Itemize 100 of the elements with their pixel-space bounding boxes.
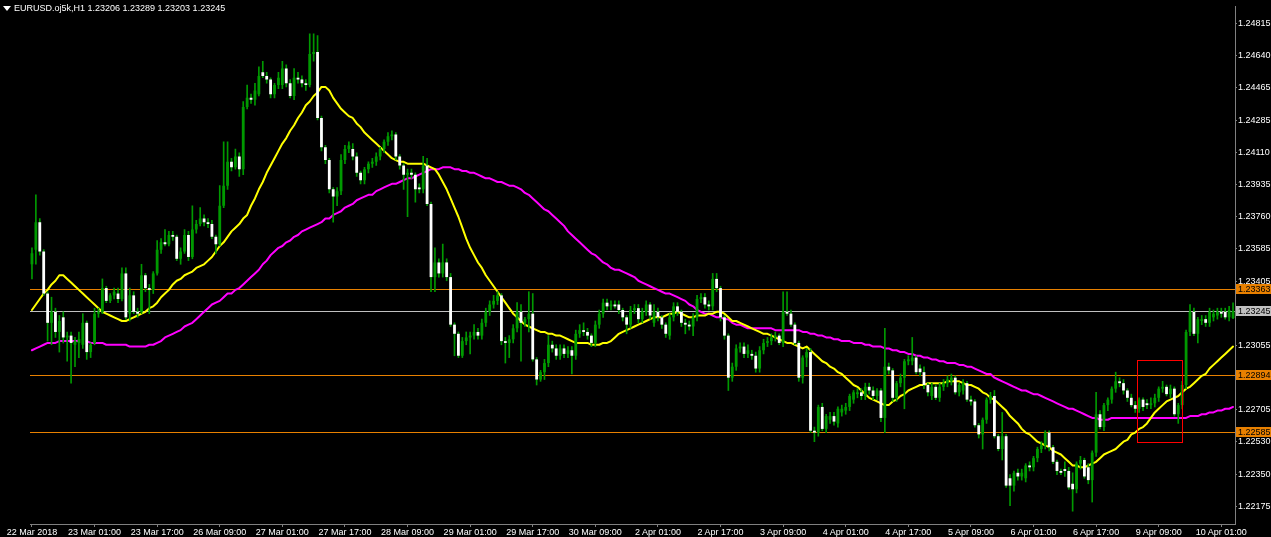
candlestick bbox=[496, 291, 499, 305]
candlestick bbox=[543, 359, 546, 380]
x-tick-label: 27 Mar 17:00 bbox=[318, 526, 372, 537]
candlestick bbox=[938, 382, 942, 402]
candlestick bbox=[363, 167, 366, 185]
x-tick-label: 28 Mar 09:00 bbox=[381, 526, 435, 537]
y-tick-label: 1.23055 bbox=[1238, 340, 1271, 351]
candlestick bbox=[1075, 461, 1078, 494]
candlestick bbox=[273, 82, 276, 99]
x-tick-label: 26 Mar 09:00 bbox=[193, 526, 247, 537]
candlestick bbox=[546, 335, 550, 368]
candlestick bbox=[500, 293, 503, 346]
candlestick bbox=[1169, 384, 1172, 399]
candlestick bbox=[989, 391, 992, 404]
ref-line-label: 1.23363 bbox=[1238, 283, 1271, 294]
y-tick-label: 1.24110 bbox=[1238, 147, 1270, 158]
x-tick-label: 9 Apr 09:00 bbox=[1135, 526, 1182, 537]
candlestick bbox=[903, 359, 906, 410]
candlestick bbox=[1079, 456, 1082, 470]
candlestick bbox=[586, 327, 589, 340]
chart-title: EURUSD.oj5k,H1 1.23206 1.23289 1.23203 1.23245 bbox=[14, 2, 226, 14]
x-tick-label: 22 Mar 2018 bbox=[6, 526, 58, 537]
candlestick bbox=[1208, 307, 1211, 327]
x-tick-label: 29 Mar 17:00 bbox=[506, 526, 560, 537]
y-tick-label: 1.23585 bbox=[1238, 243, 1271, 254]
candlestick bbox=[226, 141, 229, 190]
candlestick bbox=[527, 291, 531, 333]
candlestick bbox=[629, 306, 632, 329]
candlestick bbox=[367, 161, 370, 174]
candlestick bbox=[719, 285, 722, 322]
y-tick-label: 1.24465 bbox=[1238, 82, 1271, 93]
candlestick bbox=[97, 307, 100, 318]
candlestick bbox=[320, 115, 323, 152]
y-tick-label: 1.22530 bbox=[1238, 436, 1271, 447]
candlestick bbox=[1036, 446, 1039, 463]
x-tick-label: 4 Apr 17:00 bbox=[885, 526, 932, 537]
x-tick-label: 2 Apr 01:00 bbox=[634, 526, 681, 537]
x-tick-label: 23 Mar 01:00 bbox=[68, 526, 122, 537]
candlestick bbox=[633, 304, 636, 314]
candlestick bbox=[985, 397, 988, 424]
candlestick bbox=[809, 348, 812, 433]
candlestick bbox=[539, 370, 542, 382]
candlestick bbox=[100, 278, 104, 314]
candlestick bbox=[183, 229, 186, 254]
x-tick-label: 6 Apr 01:00 bbox=[1010, 526, 1057, 537]
candlestick bbox=[50, 296, 53, 346]
candlestick bbox=[453, 322, 456, 357]
candlestick bbox=[234, 148, 237, 170]
candlestick bbox=[410, 168, 413, 179]
ref-line-label: 1.23245 bbox=[1238, 305, 1271, 316]
x-tick-label: 23 Mar 17:00 bbox=[130, 526, 184, 537]
candlestick bbox=[54, 307, 57, 338]
y-tick-label: 1.23935 bbox=[1238, 179, 1271, 190]
x-tick-label: 30 Mar 09:00 bbox=[568, 526, 622, 537]
candlestick bbox=[198, 207, 202, 227]
candlestick bbox=[946, 375, 949, 388]
x-tick-label: 29 Mar 01:00 bbox=[443, 526, 497, 537]
x-tick-label: 6 Apr 17:00 bbox=[1073, 526, 1120, 537]
candlestick bbox=[140, 263, 143, 314]
candlestick bbox=[1215, 307, 1219, 320]
candlestick bbox=[1149, 397, 1153, 410]
candlestick bbox=[449, 273, 452, 327]
candlestick bbox=[766, 337, 769, 347]
candlestick bbox=[762, 338, 765, 355]
ref-line-label: 1.22585 bbox=[1238, 426, 1271, 437]
candlestick bbox=[856, 388, 859, 399]
candlestick bbox=[852, 390, 855, 404]
x-tick-label: 10 Apr 01:00 bbox=[1195, 526, 1247, 537]
x-tick-label: 3 Apr 09:00 bbox=[760, 526, 807, 537]
candlestick bbox=[277, 71, 280, 90]
y-tick-label: 1.22350 bbox=[1238, 469, 1271, 480]
candlestick bbox=[1032, 456, 1035, 472]
x-tick-label: 27 Mar 01:00 bbox=[255, 526, 309, 537]
candlestick bbox=[895, 381, 898, 402]
candlestick bbox=[1165, 384, 1168, 397]
y-tick-label: 1.22705 bbox=[1238, 404, 1271, 415]
candlestick bbox=[910, 337, 914, 366]
candlestick bbox=[1219, 307, 1223, 318]
candlestick bbox=[899, 373, 902, 388]
x-tick-label: 2 Apr 17:00 bbox=[697, 526, 744, 537]
y-tick-label: 1.23760 bbox=[1238, 211, 1271, 222]
candlestick bbox=[93, 307, 96, 346]
candlestick bbox=[406, 168, 409, 218]
x-tick-label: 4 Apr 01:00 bbox=[822, 526, 869, 537]
candlestick bbox=[769, 333, 773, 346]
candlestick bbox=[457, 331, 460, 358]
candlestick bbox=[942, 379, 945, 391]
candlestick bbox=[582, 322, 585, 336]
y-tick-label: 1.24815 bbox=[1238, 18, 1271, 29]
x-tick-label: 5 Apr 09:00 bbox=[947, 526, 994, 537]
candlestick bbox=[316, 35, 319, 121]
candlestick bbox=[1122, 379, 1125, 395]
y-tick-label: 1.24285 bbox=[1238, 115, 1271, 126]
candlestick bbox=[672, 302, 675, 322]
candlestick bbox=[676, 302, 679, 316]
candlestick bbox=[1118, 377, 1121, 388]
y-tick-label: 1.22175 bbox=[1238, 501, 1271, 512]
y-tick-label: 1.24640 bbox=[1238, 50, 1271, 61]
candlestick bbox=[187, 231, 190, 261]
candlestick bbox=[1212, 309, 1215, 322]
